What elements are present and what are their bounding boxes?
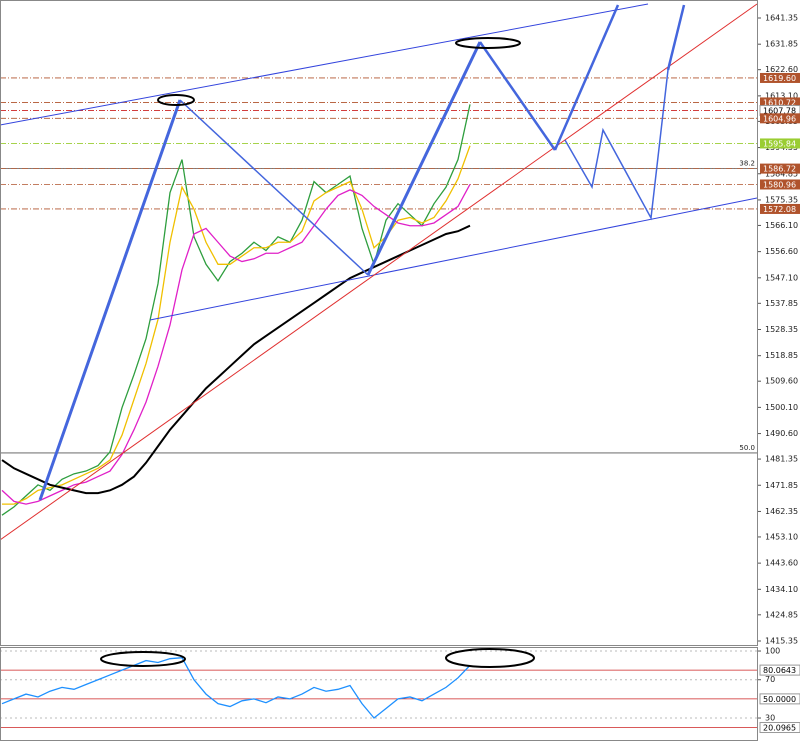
level-box	[760, 113, 800, 124]
y-tick-label: 1443.60	[765, 559, 798, 568]
arrow	[478, 41, 557, 151]
arrow	[179, 99, 369, 276]
fib-label: 50.0	[739, 444, 755, 452]
highlight-ellipse	[455, 37, 521, 49]
y-tick-label: 1631.85	[765, 40, 798, 49]
arrow	[564, 69, 669, 221]
level-box	[760, 163, 800, 174]
y-tick-label: 1622.60	[765, 65, 798, 74]
highlight-ellipse	[100, 651, 186, 667]
y-tick-label: 1518.85	[765, 351, 798, 360]
y-tick-label: 1471.85	[765, 481, 798, 490]
level-label: 20.0965	[763, 724, 796, 733]
level-box	[760, 72, 800, 83]
y-tick-label: 1584.85	[765, 169, 798, 178]
y-tick-label: 1556.60	[765, 247, 798, 256]
highlight-ellipse	[157, 94, 195, 106]
y-tick-label: 1547.10	[765, 273, 798, 282]
arrow	[366, 41, 482, 276]
level-label: 1619.60	[763, 74, 796, 83]
level-box	[760, 97, 800, 108]
y-tick-label: 1415.35	[765, 637, 798, 646]
y-tick-label: 30	[765, 714, 775, 723]
main-frame	[0, 0, 758, 646]
channel-upper	[0, 3, 649, 126]
level-box	[759, 693, 800, 705]
y-tick-label: 1613.10	[765, 91, 798, 100]
level-label: 80.0643	[763, 666, 796, 675]
level-box	[759, 722, 800, 734]
y-tick-label: 1481.35	[765, 455, 798, 464]
y-tick-label: 1462.35	[765, 507, 798, 516]
series-line	[1, 104, 471, 516]
y-tick-label: 1453.10	[765, 532, 798, 541]
level-label: 1580.96	[763, 180, 796, 189]
y-tick-label: 1424.85	[765, 610, 798, 619]
level-box	[759, 664, 800, 676]
level-box	[760, 138, 800, 149]
y-tick-label: 1537.85	[765, 299, 798, 308]
y-tick-label: 1575.35	[765, 195, 798, 204]
y-tick-label: 1509.60	[765, 377, 798, 386]
level-label: 1586.72	[763, 165, 796, 174]
plot-layers: 1641.351631.851622.601613.101603.851594.…	[0, 14, 800, 734]
level-box	[760, 203, 800, 214]
trend-line	[0, 3, 758, 541]
y-tick-label: 1566.10	[765, 221, 798, 230]
series-line	[1, 224, 471, 495]
level-label: 50.0000	[763, 695, 796, 704]
y-tick-label: 1500.10	[765, 403, 798, 412]
series-line	[1, 657, 471, 719]
level-label: 1595.84	[763, 139, 796, 148]
y-tick-label: 1528.35	[765, 325, 798, 334]
highlight-ellipse	[445, 648, 535, 668]
fib-label: 38.2	[739, 160, 755, 168]
level-box	[760, 179, 800, 190]
arrow	[666, 4, 686, 71]
channel-lower	[149, 197, 758, 321]
annotations	[0, 0, 758, 741]
arrow	[38, 99, 182, 501]
y-tick-label: 1434.10	[765, 585, 798, 594]
level-label: 1607.78	[763, 107, 796, 116]
arrow	[553, 4, 620, 151]
y-tick-label: 70	[765, 675, 775, 684]
level-label: 1610.72	[763, 98, 796, 107]
y-tick-label: 1490.60	[765, 429, 798, 438]
level-label: 1572.08	[763, 205, 796, 214]
y-tick-label: 1641.35	[765, 14, 798, 23]
level-label: 1604.96	[763, 114, 796, 123]
y-tick-label: 100	[765, 647, 780, 656]
